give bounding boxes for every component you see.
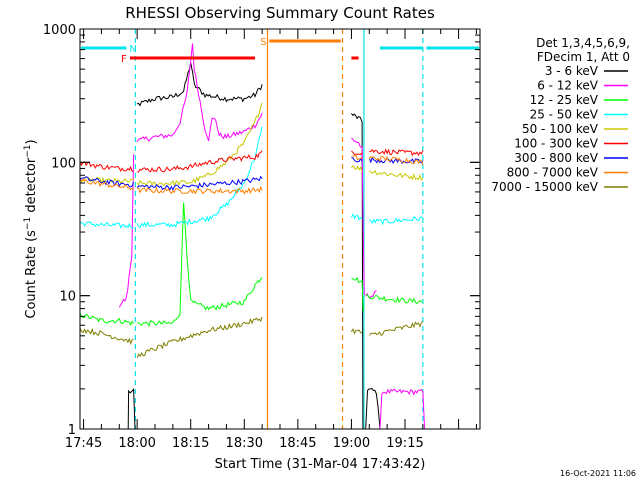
series-5-segment-3	[369, 148, 424, 157]
series-2-segment-2	[351, 276, 364, 312]
legend-entry-1: 6 - 12 keV	[537, 79, 599, 93]
series-3-segment-1	[136, 126, 263, 229]
x-axis-label: Start Time (31-Mar-04 17:43:42)	[215, 457, 426, 472]
series-2-segment-3	[365, 294, 423, 305]
series-5-segment-1	[137, 150, 263, 173]
y-tick-label-3: 1000	[43, 23, 76, 38]
plot-frame	[79, 28, 481, 430]
series-2-segment-0	[80, 312, 135, 326]
series-7-segment-3	[368, 155, 424, 165]
legend: Det 1,3,4,5,6,9, FDecim 1, Att 0 3 - 6 k…	[491, 36, 630, 194]
legend-header-line-1: Det 1,3,4,5,6,9,	[536, 36, 630, 50]
series-3-segment-0	[80, 221, 134, 229]
y-axis-label-part2: detector	[24, 157, 39, 217]
legend-entry-2: 12 - 25 keV	[530, 93, 599, 107]
series-8-segment-3	[368, 321, 424, 337]
series-lines	[80, 43, 426, 429]
series-7-segment-1	[137, 185, 263, 195]
y-axis-label-sup2: −1	[23, 144, 33, 157]
x-tick-label-5: 19:00	[333, 436, 370, 451]
flag-F-label: F	[121, 54, 127, 65]
legend-entry-4: 50 - 100 keV	[522, 122, 599, 136]
series-1-segment-3	[365, 290, 377, 299]
legend-entry-8: 7000 - 15000 keV	[491, 180, 598, 194]
legend-entry-3: 25 - 50 keV	[530, 108, 599, 122]
timestamp: 16-Oct-2021 11:06	[560, 469, 636, 478]
x-tick-label-0: 17:45	[65, 436, 102, 451]
series-8-segment-2	[350, 327, 363, 335]
series-4-segment-1	[136, 102, 263, 187]
y-tick-label-1: 10	[59, 290, 76, 305]
flag-S-label: S	[260, 37, 266, 48]
series-0-segment-1	[136, 62, 263, 107]
y-tick-label-0: 1	[68, 423, 76, 438]
series-5-segment-0	[80, 161, 134, 172]
x-tick-label-1: 18:00	[118, 436, 155, 451]
flag-bars: NF S	[81, 37, 479, 65]
series-7-segment-2	[351, 154, 363, 161]
y-axis-label-part3: )	[24, 139, 39, 144]
y-axis-label-sup1: −1	[23, 217, 33, 230]
x-tick-label-6: 19:15	[386, 436, 423, 451]
series-0-segment-2	[350, 113, 364, 429]
legend-entry-0: 3 - 6 keV	[545, 64, 599, 78]
series-7-segment-0	[80, 178, 134, 191]
legend-header-line-2: FDecim 1, Att 0	[537, 50, 630, 64]
series-3-segment-3	[368, 216, 424, 226]
y-axis: 1 10 100 1000	[43, 23, 480, 438]
marker-lines	[134, 29, 424, 429]
series-6-segment-1	[136, 175, 263, 192]
flag-N-label: N	[129, 44, 136, 55]
series-3-segment-2	[350, 212, 363, 221]
series-1-segment-1	[136, 43, 263, 143]
series-4-segment-0	[80, 176, 134, 185]
series-0-segment-3	[365, 387, 381, 429]
y-tick-label-2: 100	[51, 156, 76, 171]
x-tick-label-3: 18:30	[226, 436, 263, 451]
y-axis-label: Count Rate (s−1 detector−1)	[23, 139, 39, 318]
chart-title: RHESSI Observing Summary Count Rates	[125, 4, 435, 22]
series-4-segment-3	[369, 170, 424, 181]
series-5-segment-2	[351, 150, 363, 156]
y-axis-label-part1: Count Rate (s	[24, 230, 39, 319]
x-tick-label-2: 18:15	[172, 436, 209, 451]
series-4-segment-2	[351, 164, 363, 172]
series-1-segment-0	[118, 154, 135, 308]
series-8-segment-0	[80, 327, 134, 346]
series-0-segment-0	[127, 388, 136, 429]
series-1-segment-4	[379, 388, 426, 429]
series-8-segment-1	[136, 316, 263, 358]
legend-entry-5: 100 - 300 keV	[514, 137, 598, 151]
legend-entry-6: 300 - 800 keV	[514, 151, 598, 165]
legend-entry-7: 800 - 7000 keV	[507, 166, 599, 180]
x-tick-label-4: 18:45	[279, 436, 316, 451]
series-2-segment-1	[137, 202, 263, 327]
series-1-segment-2	[351, 137, 365, 296]
x-axis: 17:45 18:00 18:15 18:30 18:45 19:00 19:15	[65, 29, 477, 451]
